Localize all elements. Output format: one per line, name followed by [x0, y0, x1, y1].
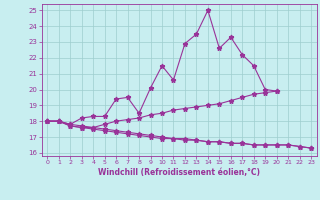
X-axis label: Windchill (Refroidissement éolien,°C): Windchill (Refroidissement éolien,°C) [98, 168, 260, 177]
